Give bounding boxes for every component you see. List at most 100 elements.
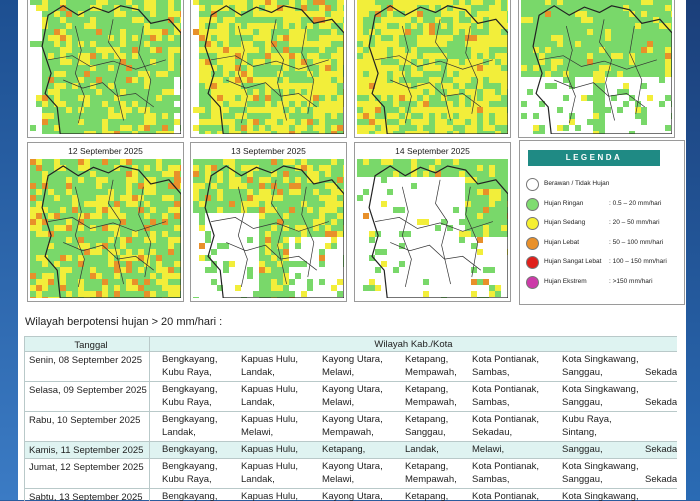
rainfall-map <box>193 159 344 298</box>
region-name: Kapuas Hulu, <box>241 461 299 472</box>
region-name: Kapuas Hulu, <box>241 354 299 365</box>
rainfall-map <box>193 0 344 134</box>
region-name: Kubu Raya, <box>162 474 212 485</box>
region-name: Sekadau, <box>645 397 677 408</box>
legend-range: : 50 – 100 mm/hari <box>609 238 664 246</box>
region-name: Kapuas Hulu, <box>241 414 299 425</box>
region-name: Kapuas Hulu, <box>241 384 299 395</box>
region-name: Ketapang, <box>405 384 449 395</box>
rainfall-map <box>357 159 508 298</box>
region-name: Kota Singkawang, <box>562 461 639 472</box>
region-name: Sanggau, <box>562 474 603 485</box>
row-date: Kamis, 11 September 2025 <box>29 445 144 456</box>
region-name: Kayong Utara, <box>322 384 383 395</box>
region-name: Sambas, <box>472 367 510 378</box>
region-name: Landak, <box>241 397 275 408</box>
legend-label: Hujan Lebat <box>544 238 580 246</box>
right-border-decoration <box>686 0 700 500</box>
region-name: Bengkayang, <box>162 384 218 395</box>
table-row: Sabtu, 13 September 2025 Bengkayang, Kapua… <box>25 489 677 501</box>
region-name: Kayong Utara, <box>322 354 383 365</box>
region-name: Sambas, <box>472 474 510 485</box>
region-name: Ketapang, <box>405 491 449 501</box>
map-date-label: 13 September 2025 <box>231 146 306 156</box>
map-panel-13: 13 September 2025 <box>190 142 347 302</box>
region-name: Kota Pontianak, <box>472 384 540 395</box>
region-name: Sintang, <box>562 427 597 438</box>
region-name: Mempawah, <box>322 427 374 438</box>
legend-swatch <box>526 217 539 230</box>
legend-label: Hujan Ringan <box>544 199 584 207</box>
region-name: Sanggau, <box>405 427 446 438</box>
region-name: Melawi, <box>241 427 274 438</box>
legend-item: Hujan Sedang : 20 – 50 mm/hari <box>526 216 682 232</box>
rainfall-map <box>30 0 181 134</box>
region-name: Bengkayang, <box>162 444 218 455</box>
row-date: Jumat, 12 September 2025 <box>29 462 144 473</box>
region-name: Ketapang, <box>405 354 449 365</box>
table-row: Rabu, 10 September 2025 Bengkayang, Kapuas… <box>25 412 677 442</box>
table-row: Selasa, 09 September 2025 Bengkayang, Kapu… <box>25 382 677 412</box>
region-name: Sekadau, <box>645 367 677 378</box>
legend: LEGENDA Berawan / Tidak Hujan Hujan Ringa… <box>519 140 685 305</box>
rainfall-map <box>30 159 181 298</box>
legend-label: Hujan Sangat Lebat <box>544 258 602 265</box>
region-name: Bengkayang, <box>162 461 218 472</box>
region-name: Bengkayang, <box>162 414 218 425</box>
region-name: Kota Singkawang, <box>562 354 639 365</box>
legend-range: : 0.5 – 20 mm/hari <box>609 199 662 207</box>
region-name: Kubu Raya, <box>562 414 612 425</box>
region-name: Kota Singkawang, <box>562 491 639 501</box>
table-row: Jumat, 12 September 2025 Bengkayang, Kapua… <box>25 459 677 489</box>
rainfall-map <box>357 0 508 134</box>
region-name: Mempawah, <box>405 367 457 378</box>
legend-swatch <box>526 197 539 211</box>
region-name: Mempawah, <box>405 397 457 408</box>
region-name: Kapuas Hulu, <box>241 444 299 455</box>
region-name: Sambas, <box>472 397 510 408</box>
legend-label: Hujan Sedang <box>544 219 586 226</box>
left-border-decoration <box>0 0 18 500</box>
region-name: Melawi, <box>322 397 355 408</box>
legend-range: : 20 – 50 mm/hari <box>609 219 660 226</box>
region-name: Kota Pontianak, <box>472 461 540 472</box>
legend-title: LEGENDA <box>528 150 660 166</box>
legend-swatch <box>526 256 539 269</box>
region-name: Sanggau, <box>562 367 603 378</box>
row-date: Selasa, 09 September 2025 <box>29 385 147 396</box>
region-name: Landak, <box>241 474 275 485</box>
header-date: Tanggal <box>74 340 108 351</box>
region-name: Melawi, <box>322 474 355 485</box>
region-name: Landak, <box>241 367 275 378</box>
map-panel-top-3 <box>354 0 511 138</box>
map-date-label: 14 September 2025 <box>395 146 470 156</box>
map-panel-top-4 <box>518 0 675 138</box>
region-name: Kota Pontianak, <box>472 491 540 501</box>
map-date-label: 12 September 2025 <box>68 146 143 156</box>
region-name: Melawi, <box>322 367 355 378</box>
region-name: Kota Singkawang, <box>562 384 639 395</box>
legend-swatch <box>526 178 539 191</box>
header-region: Wilayah Kab./Kota <box>374 339 453 350</box>
legend-swatch <box>526 236 539 250</box>
row-date: Rabu, 10 September 2025 <box>29 415 141 426</box>
legend-item: Hujan Sangat Lebat: 100 – 150 mm/hari <box>526 255 682 271</box>
rainfall-map <box>521 0 672 134</box>
region-name: Landak, <box>405 444 439 455</box>
table-row: Senin, 08 September 2025 Bengkayang, Kapua… <box>25 352 677 382</box>
legend-label: Hujan Ekstrem <box>544 277 587 285</box>
region-name: Melawi, <box>472 444 505 455</box>
region-table: Tanggal Wilayah Kab./Kota Senin, 08 Septem… <box>24 336 677 501</box>
region-name: Sanggau, <box>562 444 603 455</box>
legend-item: Hujan Lebat : 50 – 100 mm/hari <box>526 236 682 252</box>
region-name: Kayong Utara, <box>322 414 383 425</box>
table-row: Kamis, 11 September 2025 Bengkayang, Kapua… <box>25 442 677 459</box>
region-name: Sekadau, <box>645 474 677 485</box>
map-panel-top-2 <box>190 0 347 138</box>
region-name: Sekadau, <box>472 427 513 438</box>
map-panel-top-1 <box>27 0 184 138</box>
region-name: Sanggau, <box>562 397 603 408</box>
region-name: Kayong Utara, <box>322 491 383 501</box>
region-name: Kubu Raya, <box>162 397 212 408</box>
forecast-maps: 12 September 2025 13 September 2025 14 Sep… <box>18 0 686 304</box>
